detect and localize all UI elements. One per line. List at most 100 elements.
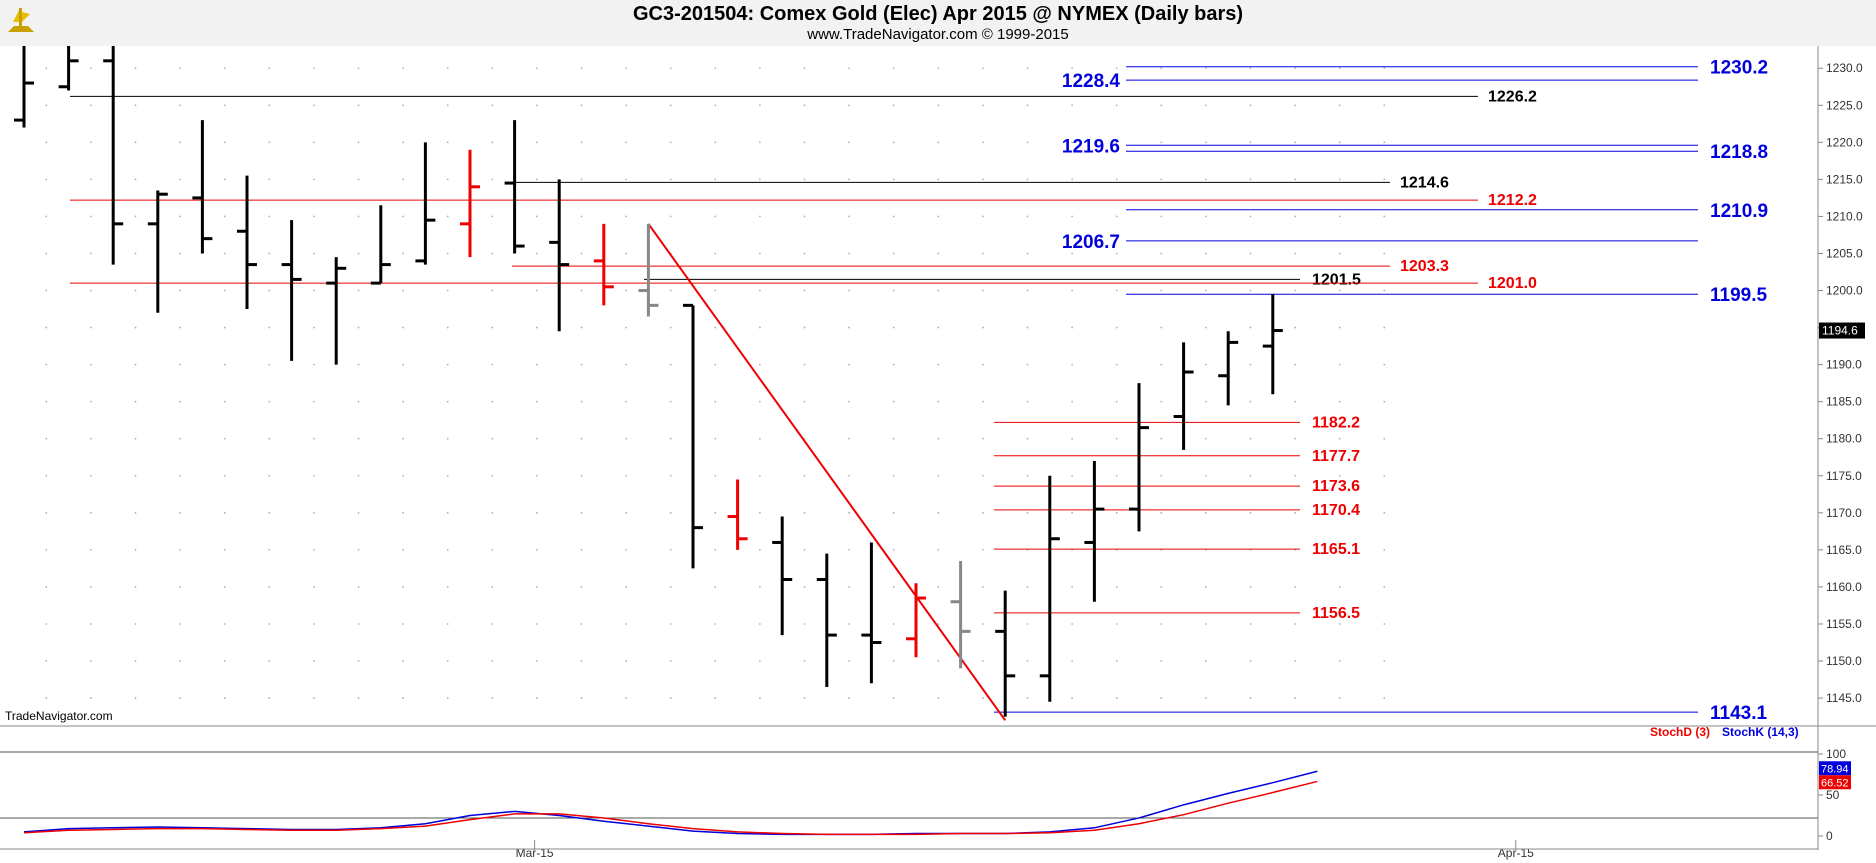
grid-dot: [580, 548, 583, 551]
grid-dot: [1205, 252, 1207, 255]
grid-dot: [848, 141, 850, 144]
grid-dot: [714, 474, 717, 477]
grid-dot: [580, 326, 583, 329]
grid-dot: [45, 67, 48, 70]
grid-dot: [982, 215, 984, 218]
grid-dot: [1249, 289, 1252, 292]
grid-dot: [669, 178, 672, 181]
grid-dot: [803, 178, 806, 181]
grid-dot: [1026, 252, 1029, 255]
grid-dot: [892, 437, 895, 440]
grid-dot: [1249, 660, 1252, 662]
grid-dot: [1115, 104, 1118, 107]
grid-dot: [90, 400, 92, 403]
stoch-series-line: [23, 780, 1318, 836]
grid-dot: [1294, 474, 1296, 477]
grid-dot: [1160, 400, 1163, 403]
grid-dot: [580, 363, 583, 366]
grid-dot: [134, 178, 137, 181]
grid-dot: [1115, 623, 1118, 625]
grid-dot: [90, 104, 92, 107]
grid-dot: [803, 326, 806, 329]
grid-dot: [45, 326, 48, 329]
grid-dot: [134, 141, 137, 144]
grid-dot: [892, 141, 895, 144]
grid-dot: [669, 363, 672, 366]
price-axis-label: 1170.0: [1826, 506, 1862, 520]
price-axis-label: 1225.0: [1826, 98, 1863, 112]
grid-dot: [491, 697, 494, 699]
grid-dot: [714, 252, 717, 255]
grid-dot: [1294, 67, 1296, 70]
grid-dot: [892, 363, 895, 366]
grid-dot: [1071, 67, 1073, 70]
grid-dot: [402, 623, 404, 625]
grid-dot: [357, 104, 360, 107]
grid-dot: [1249, 215, 1252, 218]
grid-dot: [536, 474, 538, 477]
grid-dot: [1026, 400, 1029, 403]
grid-dot: [313, 511, 315, 514]
grid-dot: [491, 400, 494, 403]
grid-dot: [446, 623, 449, 625]
grid-dot: [491, 437, 494, 440]
grid-dot: [1115, 178, 1118, 181]
grid-dot: [714, 141, 717, 144]
stoch-k-last-marker: [1819, 761, 1851, 776]
grid-dot: [714, 697, 717, 699]
grid-dot: [313, 474, 315, 477]
grid-dot: [45, 474, 48, 477]
price-axis-label: 1215.0: [1826, 172, 1863, 186]
grid-dot: [1294, 289, 1296, 292]
grid-dot: [357, 474, 360, 477]
grid-dot: [313, 141, 315, 144]
grid-dot: [536, 586, 538, 588]
grid-dot: [402, 548, 404, 551]
grid-dot: [134, 104, 137, 107]
grid-dot: [223, 660, 226, 662]
grid-dot: [268, 660, 271, 662]
grid-dot: [223, 548, 226, 551]
grid-dot: [179, 697, 182, 699]
grid-dot: [45, 178, 48, 181]
grid-dot: [1338, 474, 1341, 477]
grid-dot: [714, 104, 717, 107]
grid-dot: [268, 548, 271, 551]
grid-dot: [45, 289, 48, 292]
grid-dot: [357, 215, 360, 218]
grid-dot: [1115, 215, 1118, 218]
grid-dot: [45, 141, 48, 144]
grid-dot: [1249, 400, 1252, 403]
grid-dot: [90, 215, 92, 218]
grid-dot: [937, 178, 940, 181]
grid-dot: [313, 289, 315, 292]
grid-dot: [357, 400, 360, 403]
grid-dot: [848, 660, 850, 662]
grid-dot: [759, 437, 761, 440]
stoch-legend-d: StochD (3): [1650, 725, 1710, 739]
grid-dot: [848, 67, 850, 70]
grid-dot: [268, 289, 271, 292]
grid-dot: [1205, 178, 1207, 181]
grid-dot: [803, 289, 806, 292]
grid-dot: [402, 215, 404, 218]
grid-dot: [1338, 215, 1341, 218]
grid-dot: [580, 623, 583, 625]
grid-dot: [1294, 178, 1296, 181]
stoch-d-last-label: 66.52: [1821, 777, 1849, 789]
grid-dot: [491, 326, 494, 329]
grid-dot: [1249, 437, 1252, 440]
level-label: 1173.6: [1312, 478, 1360, 495]
grid-dot: [1294, 697, 1296, 699]
grid-dot: [982, 660, 984, 662]
chart-title: GC3-201504: Comex Gold (Elec) Apr 2015 @…: [632, 3, 1244, 25]
grid-dot: [402, 511, 404, 514]
grid-dot: [223, 400, 226, 403]
watermark-text: TradeNavigator.com: [5, 709, 113, 723]
grid-dot: [1160, 474, 1163, 477]
grid-dot: [1026, 141, 1029, 144]
grid-dot: [669, 586, 672, 588]
grid-dot: [1383, 252, 1386, 255]
grid-dot: [714, 400, 717, 403]
